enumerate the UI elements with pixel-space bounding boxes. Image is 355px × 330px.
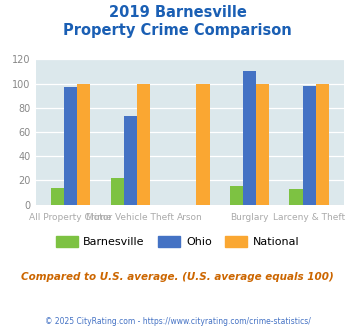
Text: Larceny & Theft: Larceny & Theft — [273, 213, 345, 222]
Text: Burglary: Burglary — [230, 213, 269, 222]
Text: Property Crime Comparison: Property Crime Comparison — [63, 23, 292, 38]
Bar — [137, 83, 150, 205]
Bar — [64, 87, 77, 205]
Text: 2019 Barnesville: 2019 Barnesville — [109, 5, 246, 20]
Bar — [77, 83, 91, 205]
Bar — [124, 116, 137, 205]
Bar — [316, 83, 329, 205]
Bar — [243, 72, 256, 205]
Text: All Property Crime: All Property Crime — [29, 213, 112, 222]
Bar — [289, 189, 302, 205]
Text: Motor Vehicle Theft: Motor Vehicle Theft — [86, 213, 174, 222]
Text: © 2025 CityRating.com - https://www.cityrating.com/crime-statistics/: © 2025 CityRating.com - https://www.city… — [45, 317, 310, 326]
Text: Arson: Arson — [177, 213, 203, 222]
Legend: Barnesville, Ohio, National: Barnesville, Ohio, National — [51, 232, 304, 252]
Text: Compared to U.S. average. (U.S. average equals 100): Compared to U.S. average. (U.S. average … — [21, 272, 334, 282]
Bar — [51, 188, 64, 205]
Bar — [302, 86, 316, 205]
Bar — [196, 83, 209, 205]
Bar — [256, 83, 269, 205]
Bar — [111, 178, 124, 205]
Bar — [230, 186, 243, 205]
